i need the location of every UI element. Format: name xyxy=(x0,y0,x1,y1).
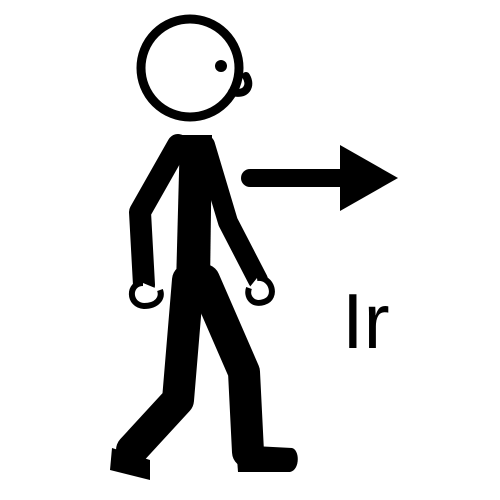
back-foot xyxy=(110,448,150,480)
back-leg xyxy=(116,264,204,466)
pictogram-label: Ir xyxy=(342,277,390,365)
front-leg xyxy=(188,264,264,468)
back-hand xyxy=(128,280,164,310)
front-hand xyxy=(245,274,275,306)
back-arm xyxy=(129,134,189,296)
front-foot xyxy=(236,445,298,472)
eye xyxy=(215,60,227,72)
head xyxy=(136,14,253,122)
front-arm xyxy=(195,135,268,290)
